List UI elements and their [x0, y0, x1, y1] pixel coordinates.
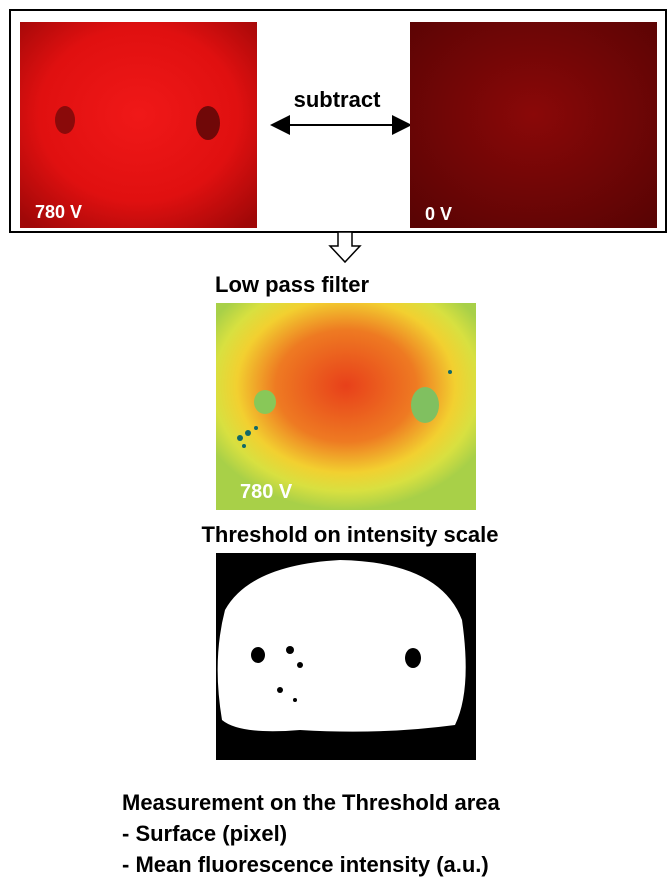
image-label: 780 V	[240, 481, 293, 503]
image-0v	[410, 22, 657, 228]
result-item: - Surface (pixel)	[122, 821, 287, 846]
spot	[411, 387, 439, 423]
step-title: Threshold on intensity scale	[201, 522, 498, 547]
image-780v	[20, 22, 257, 228]
result-title: Measurement on the Threshold area	[122, 790, 501, 815]
holes	[251, 646, 421, 702]
image-label: 780 V	[35, 202, 82, 222]
down-arrow	[328, 231, 362, 264]
result-item: - Mean fluorescence intensity (a.u.)	[122, 852, 489, 877]
image-label: 0 V	[425, 204, 452, 224]
spot	[55, 106, 75, 134]
step-title: Low pass filter	[215, 272, 369, 297]
dots	[237, 370, 452, 448]
spot	[254, 390, 276, 414]
operation-label: subtract	[294, 87, 381, 112]
threshold-area	[217, 560, 466, 732]
spot	[196, 106, 220, 140]
